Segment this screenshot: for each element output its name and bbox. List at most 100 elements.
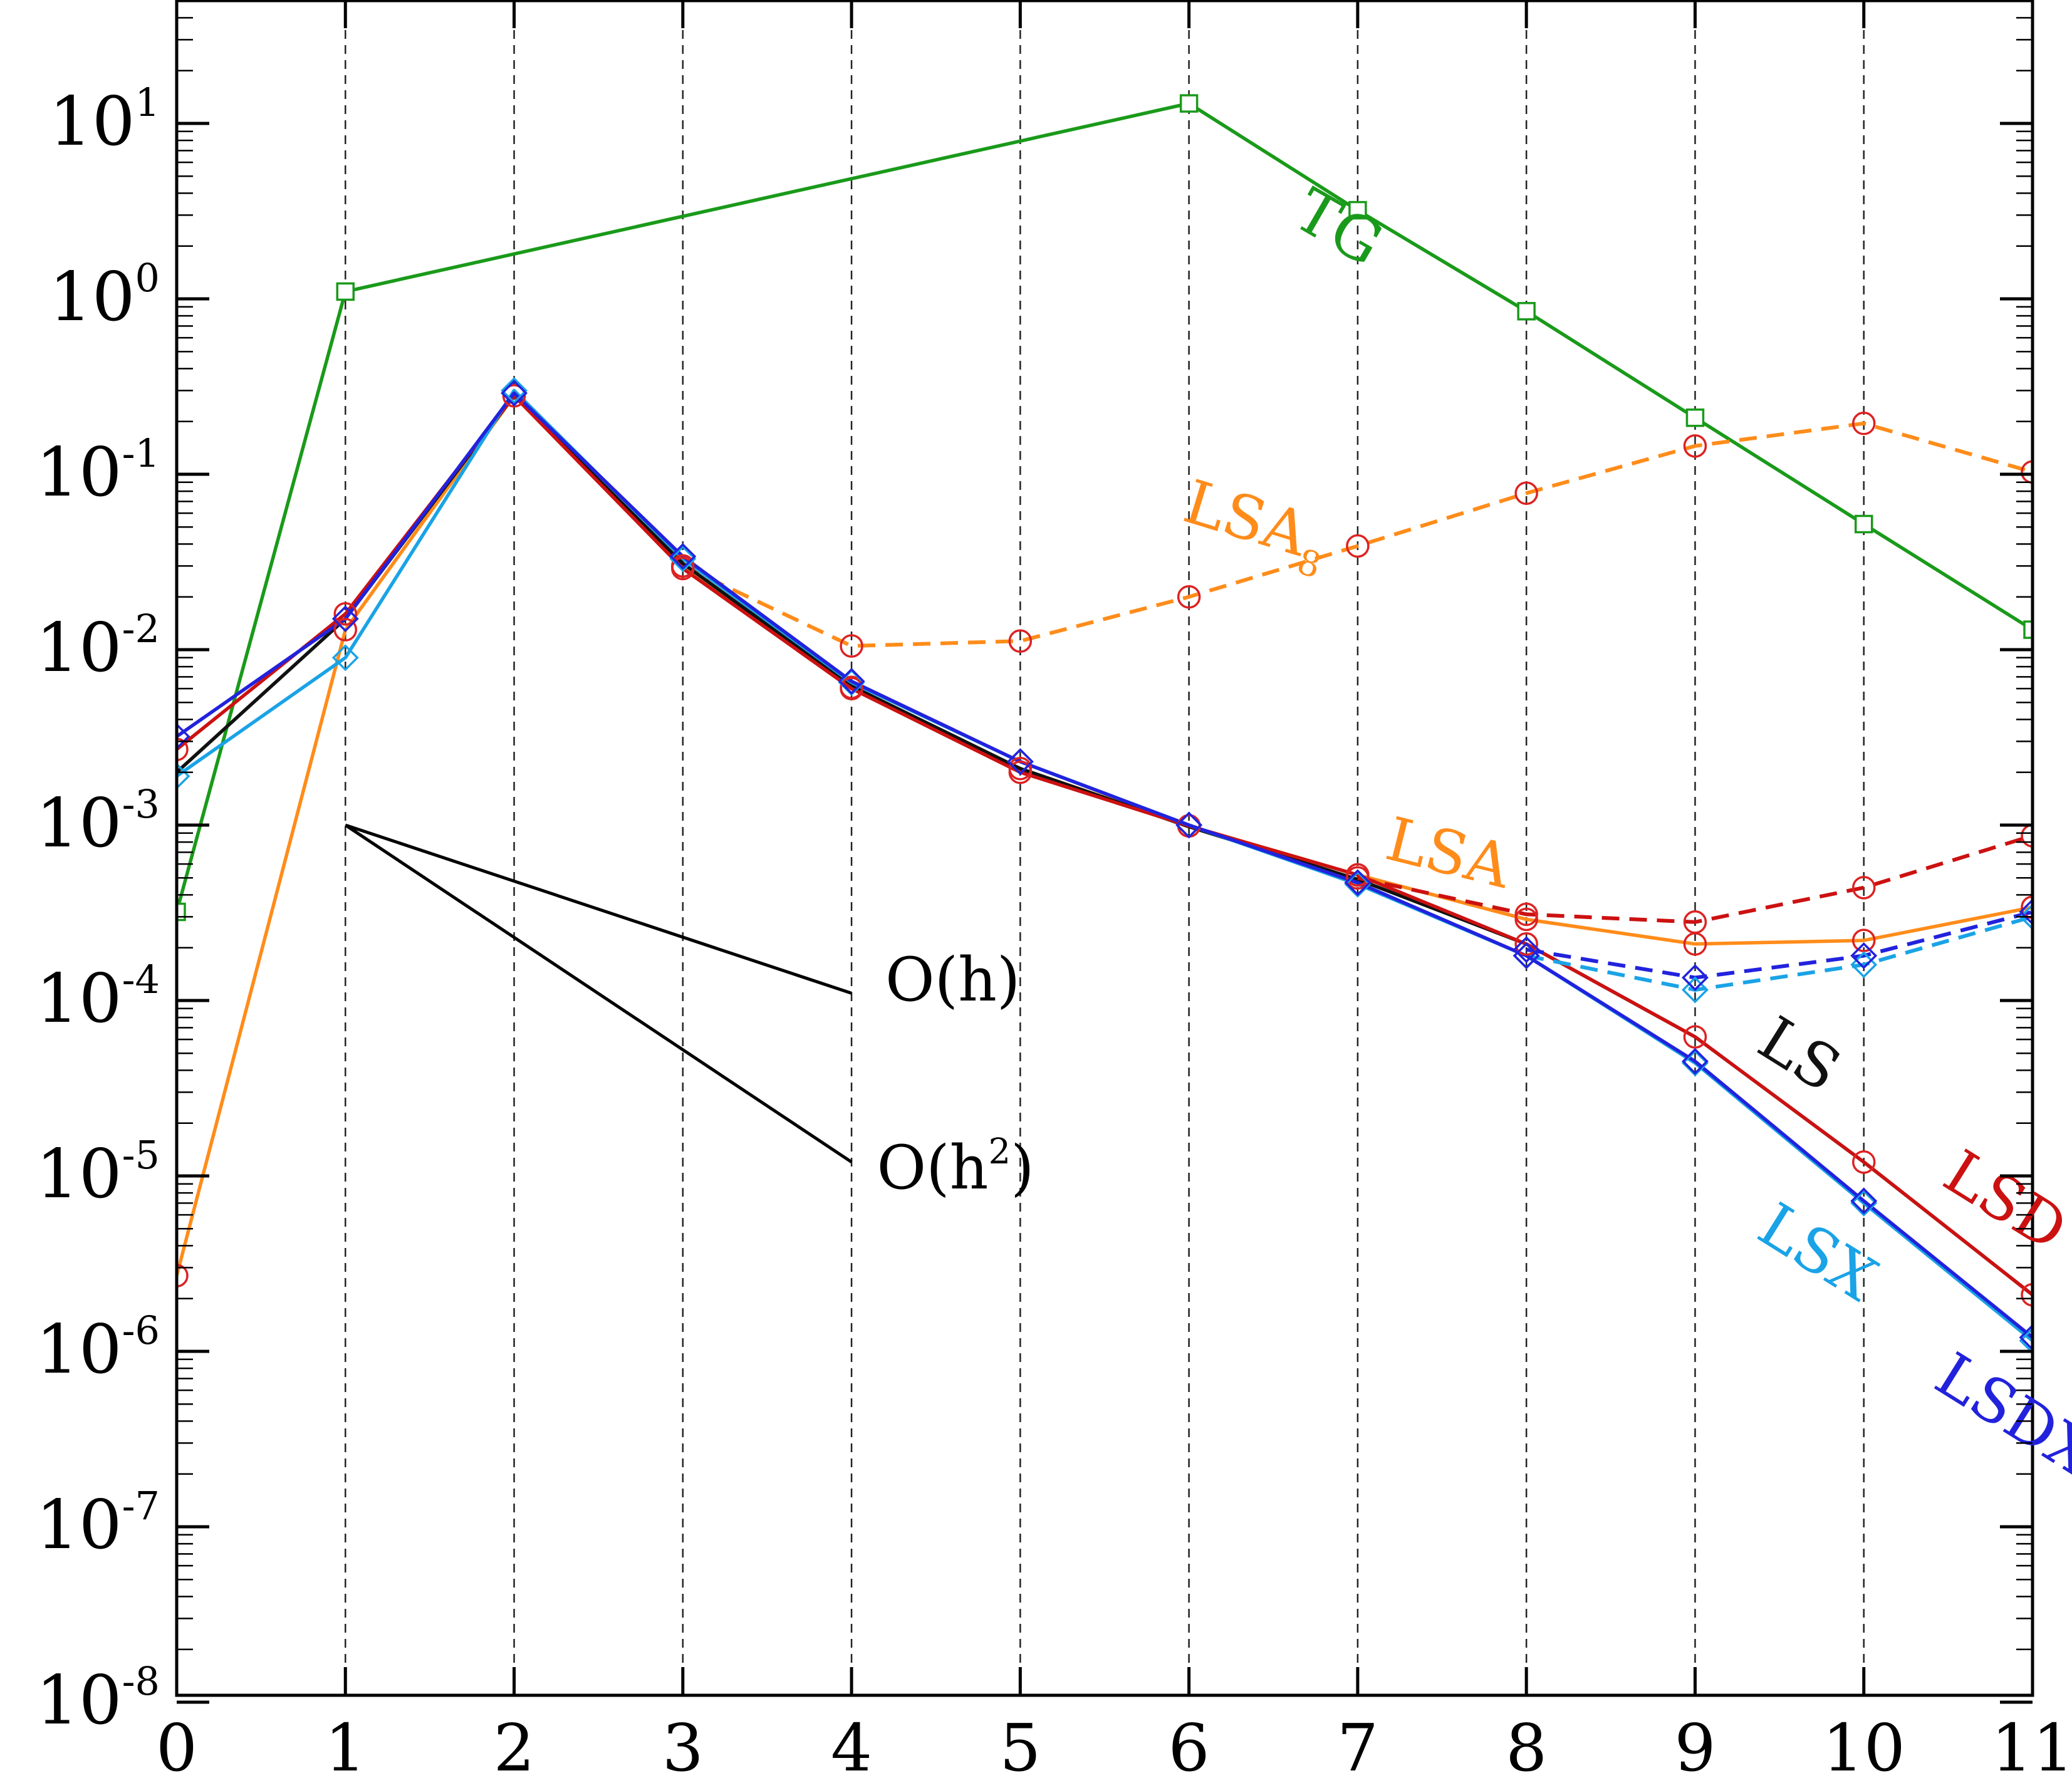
marker-lsdx <box>2019 1324 2033 1351</box>
x-tick-label: 6 <box>1169 1710 1210 1783</box>
marker-lsdx <box>1344 869 1372 897</box>
marker-lsx <box>1850 1189 1878 1217</box>
marker-lsx-dashed <box>1681 976 1709 1004</box>
y-tick-label: 100 <box>49 255 160 336</box>
reference-line <box>344 823 853 1163</box>
marker-lsa8 <box>1851 412 1876 435</box>
marker-lsd-dashed <box>2021 824 2033 848</box>
marker-tg <box>2023 620 2033 639</box>
marker-tg <box>1348 200 1367 220</box>
marker-lsdx <box>838 668 865 695</box>
marker-lsx <box>331 644 359 672</box>
marker-tg <box>336 282 355 301</box>
marker-lsdx <box>1512 942 1540 969</box>
plot-frame <box>175 0 2034 1697</box>
marker-lsx <box>2019 1327 2033 1354</box>
marker-lsdx <box>669 543 697 570</box>
marker-lsa8 <box>1514 481 1538 505</box>
series-line-lsdx <box>177 391 2033 1339</box>
y-tick-label: 10-2 <box>36 606 160 687</box>
marker-lsa8 <box>840 634 863 658</box>
vertical-grid <box>345 0 1865 1695</box>
plot-border <box>175 0 2034 1697</box>
y-tick-label: 10-1 <box>36 430 160 512</box>
marker-lsa <box>333 618 358 642</box>
x-tick-label: 4 <box>831 1710 872 1783</box>
marker-lsa <box>1851 928 1876 952</box>
marker-lsa8 <box>1346 534 1370 558</box>
marker-lsdx <box>1006 748 1034 776</box>
marker-lsd <box>2021 1283 2033 1307</box>
series-line-lsx-dashed <box>1526 915 2033 992</box>
marker-lsa8 <box>2021 460 2033 484</box>
marker-tg <box>1179 94 1199 113</box>
marker-lsdx-dashed <box>1681 964 1709 991</box>
marker-lsd-dashed <box>1683 910 1707 934</box>
marker-lsa8 <box>1008 629 1033 653</box>
series-line-lsd-dashed <box>1357 834 2033 924</box>
marker-lsa8 <box>1683 434 1707 458</box>
series-line-tg <box>177 101 2033 913</box>
marker-lsd <box>1514 932 1538 956</box>
x-tick-label: 7 <box>1337 1710 1378 1783</box>
marker-tg <box>1854 514 1873 534</box>
marker-lsdx <box>331 605 359 633</box>
series-line-lsdx-dashed <box>1526 910 2033 980</box>
marker-lsd <box>1851 1150 1876 1174</box>
marker-lsdx-dashed <box>1850 942 1878 969</box>
marker-lsdx <box>1175 811 1203 839</box>
marker-lsdx <box>177 723 190 751</box>
x-tick-label: 2 <box>493 1710 534 1783</box>
x-tick-label: 1 <box>325 1710 366 1783</box>
reference-slopes <box>344 823 853 1163</box>
marker-lsdx <box>501 380 528 407</box>
reference-line <box>345 823 852 995</box>
marker-lsdx-dashed <box>1512 936 1540 964</box>
marker-lsd-dashed <box>1514 902 1538 927</box>
y-tick-label: 10-5 <box>36 1132 160 1214</box>
x-tick-label: 8 <box>1506 1710 1547 1783</box>
x-tick-label: 11 <box>1991 1710 2072 1783</box>
x-tick-label: 3 <box>662 1710 704 1783</box>
marker-lsx <box>1681 1049 1709 1077</box>
marker-tg <box>1517 302 1536 321</box>
marker-lsx <box>1344 870 1372 898</box>
y-tick-label: 101 <box>49 80 160 161</box>
series-markers <box>177 94 2033 1354</box>
marker-lsa <box>2021 895 2033 919</box>
marker-lsd-dashed <box>1851 876 1876 900</box>
marker-lsa <box>177 1264 189 1287</box>
y-tick-label: 10-3 <box>36 781 160 863</box>
marker-lsdx <box>1850 1187 1878 1215</box>
marker-lsx <box>669 545 697 573</box>
y-tick-label: 10-8 <box>36 1658 160 1740</box>
marker-lsd-dashed <box>1346 866 1370 890</box>
marker-tg <box>177 902 186 922</box>
x-tick-label: 9 <box>1674 1710 1715 1783</box>
series-lines <box>177 101 2033 1343</box>
marker-lsdx <box>1681 1047 1709 1075</box>
y-tick-label: 10-7 <box>36 1483 160 1564</box>
marker-lsd <box>840 677 863 700</box>
y-tick-label: 10-6 <box>36 1307 160 1389</box>
x-tick-label: 0 <box>156 1710 197 1783</box>
marker-lsd <box>1008 760 1033 784</box>
marker-lsd <box>177 737 189 761</box>
marker-lsdx-dashed <box>2019 898 2033 926</box>
marker-lsa8 <box>1177 585 1201 609</box>
reference-label: O(h) <box>885 945 1020 1015</box>
reference-label: O(h2) <box>877 1131 1034 1203</box>
x-tick-label: 5 <box>999 1710 1041 1783</box>
marker-lsd <box>671 556 695 581</box>
marker-lsa <box>1514 907 1538 932</box>
x-tick-label: 10 <box>1823 1710 1905 1783</box>
marker-lsx-dashed <box>2019 903 2033 930</box>
marker-lsd <box>333 602 358 626</box>
marker-lsd <box>1683 1025 1707 1049</box>
marker-tg <box>1685 408 1705 427</box>
series-line-lsa8 <box>682 421 2033 648</box>
marker-lsx <box>501 377 528 404</box>
